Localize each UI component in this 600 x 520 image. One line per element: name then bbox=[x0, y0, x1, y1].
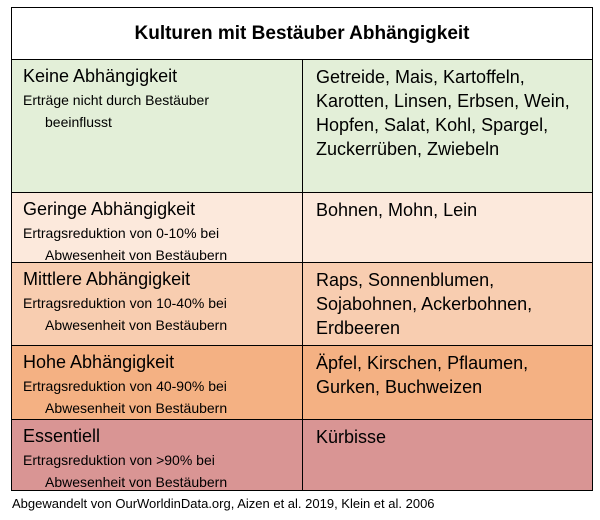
level-description-line2: Abwesenheit von Bestäubern bbox=[45, 400, 228, 416]
table-title: Kulturen mit Bestäuber Abhängigkeit bbox=[12, 8, 592, 60]
level-description: Ertragsreduktion von 10-40% bei Abwesenh… bbox=[23, 291, 302, 336]
level-description-line2: beeinflusst bbox=[45, 114, 112, 130]
level-description-line1: Erträge nicht durch Bestäuber bbox=[23, 92, 209, 108]
crops-cell: Bohnen, Mohn, Lein bbox=[316, 200, 478, 220]
level-description-line1: Ertragsreduktion von 10-40% bei bbox=[23, 295, 227, 311]
crops-cell: Äpfel, Kirschen, Pflaumen, Gurken, Buchw… bbox=[316, 353, 529, 397]
level-cell: Keine Abhängigkeit Erträge nicht durch B… bbox=[12, 60, 303, 192]
level-description: Ertragsreduktion von >90% bei Abwesenhei… bbox=[23, 448, 302, 493]
level-description-line1: Ertragsreduktion von 0-10% bei bbox=[23, 225, 220, 241]
level-cell: Essentiell Ertragsreduktion von >90% bei… bbox=[12, 420, 303, 490]
crops-cell: Getreide, Mais, Kartoffeln, Karotten, Li… bbox=[316, 67, 570, 159]
table-row-essentiell: Essentiell Ertragsreduktion von >90% bei… bbox=[12, 420, 592, 490]
level-name: Geringe Abhängigkeit bbox=[23, 199, 196, 219]
level-name: Essentiell bbox=[23, 426, 101, 446]
table-row-hohe: Hohe Abhängigkeit Ertragsreduktion von 4… bbox=[12, 346, 592, 420]
crops-cell: Raps, Sonnenblumen, Sojabohnen, Ackerboh… bbox=[316, 270, 533, 338]
source-footnote: Abgewandelt von OurWorldinData.org, Aize… bbox=[12, 496, 435, 511]
level-cell: Mittlere Abhängigkeit Ertragsreduktion v… bbox=[12, 263, 303, 345]
dependency-table: Kulturen mit Bestäuber Abhängigkeit Kein… bbox=[11, 7, 593, 491]
level-description: Ertragsreduktion von 40-90% bei Abwesenh… bbox=[23, 374, 302, 419]
level-name: Hohe Abhängigkeit bbox=[23, 352, 175, 372]
level-name: Mittlere Abhängigkeit bbox=[23, 269, 191, 289]
table-row-mittlere: Mittlere Abhängigkeit Ertragsreduktion v… bbox=[12, 263, 592, 346]
level-cell: Geringe Abhängigkeit Ertragsreduktion vo… bbox=[12, 193, 303, 263]
crops-cell: Kürbisse bbox=[316, 427, 387, 447]
level-description-line2: Abwesenheit von Bestäubern bbox=[45, 247, 228, 263]
level-description: Erträge nicht durch Bestäuber beeinfluss… bbox=[23, 88, 302, 133]
table-row-geringe: Geringe Abhängigkeit Ertragsreduktion vo… bbox=[12, 193, 592, 263]
table-row-keine: Keine Abhängigkeit Erträge nicht durch B… bbox=[12, 60, 592, 193]
level-description-line1: Ertragsreduktion von >90% bei bbox=[23, 452, 215, 468]
level-cell: Hohe Abhängigkeit Ertragsreduktion von 4… bbox=[12, 346, 303, 419]
level-description-line2: Abwesenheit von Bestäubern bbox=[45, 474, 228, 490]
level-description: Ertragsreduktion von 0-10% bei Abwesenhe… bbox=[23, 221, 302, 266]
level-description-line1: Ertragsreduktion von 40-90% bei bbox=[23, 378, 227, 394]
level-name: Keine Abhängigkeit bbox=[23, 66, 178, 86]
level-description-line2: Abwesenheit von Bestäubern bbox=[45, 317, 228, 333]
